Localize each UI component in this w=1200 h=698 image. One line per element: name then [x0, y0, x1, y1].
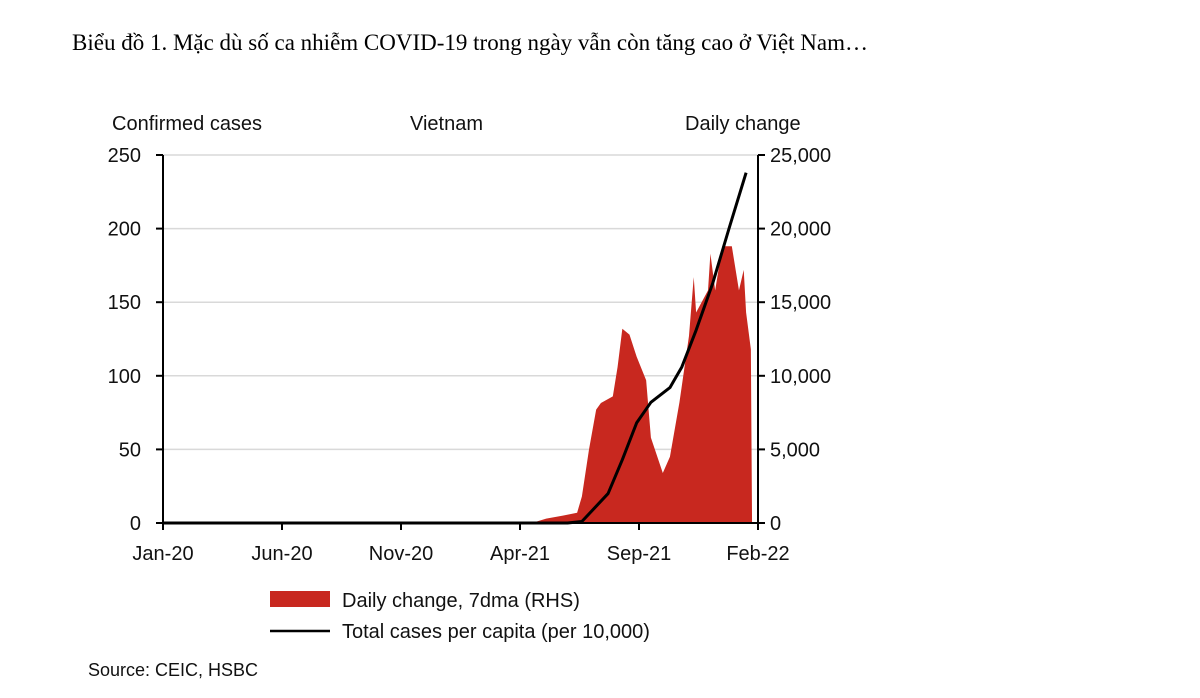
figure-title: Biểu đồ 1. Mặc dù số ca nhiễm COVID-19 t…: [72, 30, 869, 55]
x-tick-label: Apr-21: [490, 543, 550, 565]
right-tick-label: 0: [770, 513, 781, 535]
x-tick-label: Jan-20: [132, 543, 193, 565]
legend-label-daily: Daily change, 7dma (RHS): [342, 590, 580, 612]
right-tick-label: 20,000: [770, 219, 831, 241]
x-tick-label: Feb-22: [726, 543, 789, 565]
right-tick-label: 10,000: [770, 366, 831, 388]
left-tick-label: 250: [108, 145, 141, 167]
left-axis-label: Confirmed cases: [112, 113, 262, 135]
daily-change-area: [531, 246, 753, 523]
left-tick-label: 200: [108, 219, 141, 241]
chart-title: Vietnam: [410, 113, 483, 135]
left-tick-label: 150: [108, 292, 141, 314]
left-tick-label: 100: [108, 366, 141, 388]
left-tick-label: 50: [119, 439, 141, 461]
x-tick-label: Sep-21: [607, 543, 672, 565]
right-tick-label: 25,000: [770, 145, 831, 167]
legend-label-total: Total cases per capita (per 10,000): [342, 621, 650, 643]
right-tick-label: 5,000: [770, 439, 820, 461]
right-axis-label: Daily change: [685, 113, 801, 135]
left-tick-label: 0: [130, 513, 141, 535]
right-tick-label: 15,000: [770, 292, 831, 314]
total-cases-line: [163, 172, 748, 525]
legend-swatch-area: [270, 591, 330, 607]
x-tick-label: Jun-20: [251, 543, 312, 565]
source-note: Source: CEIC, HSBC: [88, 660, 259, 680]
x-tick-label: Nov-20: [369, 543, 433, 565]
